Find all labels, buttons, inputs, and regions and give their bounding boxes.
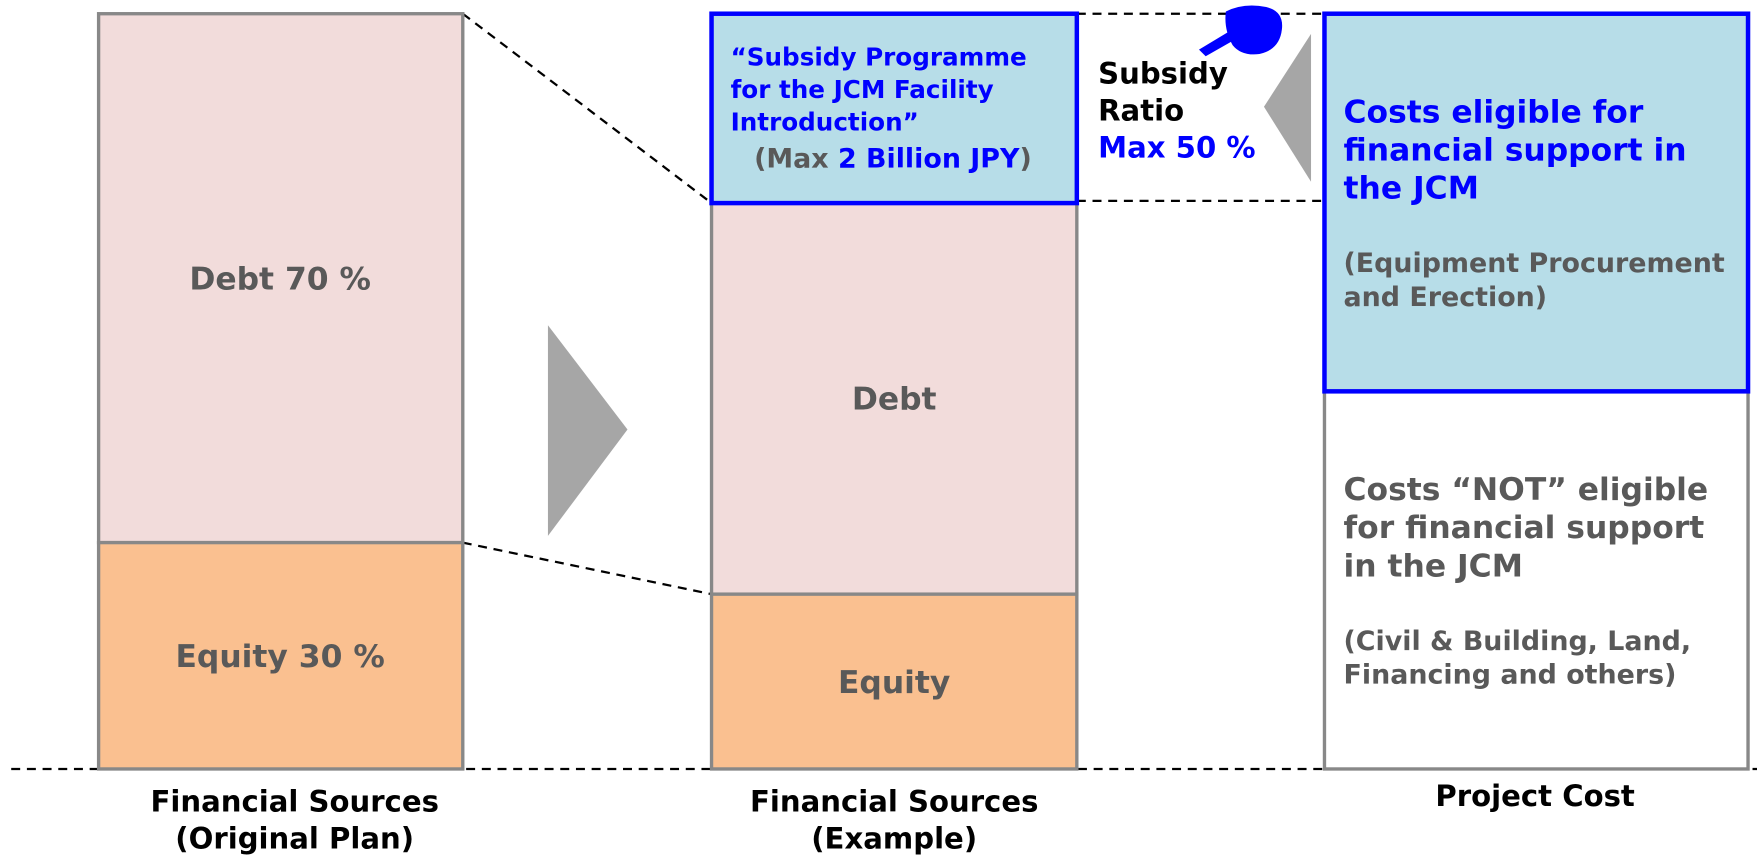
column-label: Financial Sources xyxy=(150,785,438,819)
eligible-note: (Equipment Procurement xyxy=(1344,248,1725,279)
arrow xyxy=(1263,33,1312,182)
eligible-text: financial support in xyxy=(1344,133,1687,169)
column-label: (Original Plan) xyxy=(175,822,414,856)
equity-label: Equity 30 % xyxy=(175,639,384,675)
ratio-text: Subsidy xyxy=(1098,56,1228,90)
eligible-block xyxy=(1322,11,1751,394)
eligible-text: the JCM xyxy=(1344,171,1479,207)
equity-block xyxy=(709,592,1079,771)
not-eligible-note: (Civil & Building, Land, xyxy=(1344,626,1692,657)
not-eligible-note: Financing and others) xyxy=(1344,659,1677,690)
subsidy-max: (Max 2 Billion JPY) xyxy=(754,143,1032,174)
connector xyxy=(462,541,712,596)
connector xyxy=(462,12,713,204)
column-label: Project Cost xyxy=(1435,779,1635,813)
subsidy-text: for the JCM Facility xyxy=(731,75,994,104)
eligible-text: Costs eligible for xyxy=(1344,94,1644,130)
debt-label: Debt 70 % xyxy=(189,261,371,297)
ratio-value: Max 50 % xyxy=(1098,130,1255,164)
ratio-text: Ratio xyxy=(1098,93,1184,127)
equity-label: Equity xyxy=(838,665,950,701)
not-eligible-text: Costs “NOT” eligible xyxy=(1344,472,1709,508)
debt-label: Debt xyxy=(852,381,937,417)
equity-block xyxy=(96,540,465,771)
column-label: Financial Sources xyxy=(750,785,1038,819)
subsidy-block xyxy=(709,11,1080,206)
arrow xyxy=(547,325,628,536)
max-prefix: (Max xyxy=(754,143,838,174)
subsidy-text: Introduction” xyxy=(731,108,919,137)
eligible-note: and Erection) xyxy=(1344,282,1548,313)
not-eligible-text: for financial support xyxy=(1344,510,1705,546)
subsidy-text: “Subsidy Programme xyxy=(731,43,1027,72)
hand-finger xyxy=(1198,29,1238,57)
not-eligible-block xyxy=(1322,389,1750,771)
not-eligible-text: in the JCM xyxy=(1344,548,1523,584)
pointing-hand xyxy=(1198,5,1283,57)
column-label: (Example) xyxy=(811,822,977,856)
max-amount: 2 Billion JPY xyxy=(838,143,1020,174)
max-suffix: ) xyxy=(1019,143,1031,174)
hand-palm xyxy=(1225,5,1283,55)
